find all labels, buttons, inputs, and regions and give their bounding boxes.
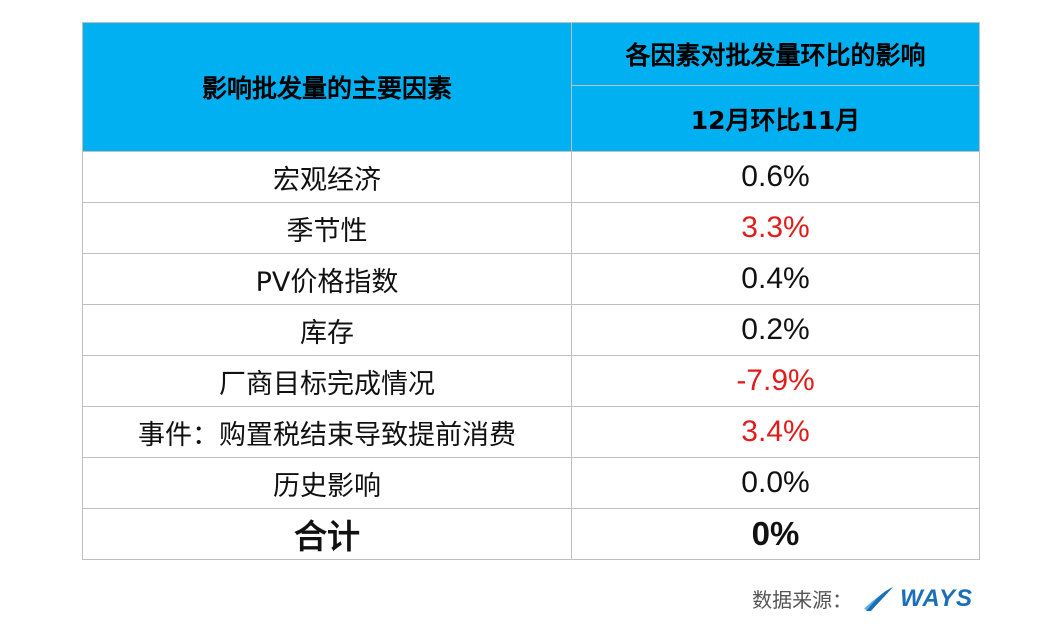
value-cell: 0.4% (571, 253, 980, 305)
total-row: 合计 0% (82, 508, 980, 560)
table-row: 事件：购置税结束导致提前消费 3.4% (82, 406, 980, 458)
table-row: 厂商目标完成情况 -7.9% (82, 355, 980, 407)
header-factor: 影响批发量的主要因素 (82, 22, 572, 152)
ways-swoosh-icon (864, 586, 894, 611)
header-period: 12月环比11月 (571, 85, 980, 152)
value-cell: -7.9% (571, 355, 980, 407)
value-cell: 3.4% (571, 406, 980, 458)
factor-impact-table-container: 影响批发量的主要因素 各因素对批发量环比的影响 12月环比11月 宏观经济 0.… (82, 21, 980, 560)
factor-cell: 宏观经济 (82, 151, 572, 203)
factor-impact-table: 影响批发量的主要因素 各因素对批发量环比的影响 12月环比11月 宏观经济 0.… (82, 21, 980, 560)
logo-text: WAYS (900, 584, 973, 612)
factor-cell: 库存 (82, 304, 572, 356)
factor-cell: 厂商目标完成情况 (82, 355, 572, 407)
table-row: PV价格指数 0.4% (82, 253, 980, 305)
total-value: 0% (571, 508, 980, 560)
source-label: 数据来源： (752, 588, 853, 612)
factor-cell: PV价格指数 (82, 253, 572, 305)
header-impact: 各因素对批发量环比的影响 (571, 21, 980, 87)
data-source: 数据来源： WAYS (752, 584, 973, 613)
ways-logo: WAYS (862, 585, 973, 613)
table-row: 历史影响 0.0% (82, 457, 980, 509)
factor-cell: 季节性 (82, 202, 572, 254)
total-label: 合计 (82, 508, 572, 560)
factor-cell: 事件：购置税结束导致提前消费 (82, 406, 572, 458)
value-cell: 0.6% (571, 151, 980, 203)
table-row: 季节性 3.3% (82, 202, 980, 254)
value-cell: 3.3% (571, 202, 980, 254)
factor-cell: 历史影响 (82, 457, 572, 509)
table-row: 库存 0.2% (82, 304, 980, 356)
table-row: 宏观经济 0.6% (82, 151, 980, 203)
value-cell: 0.0% (571, 457, 980, 509)
value-cell: 0.2% (571, 304, 980, 356)
